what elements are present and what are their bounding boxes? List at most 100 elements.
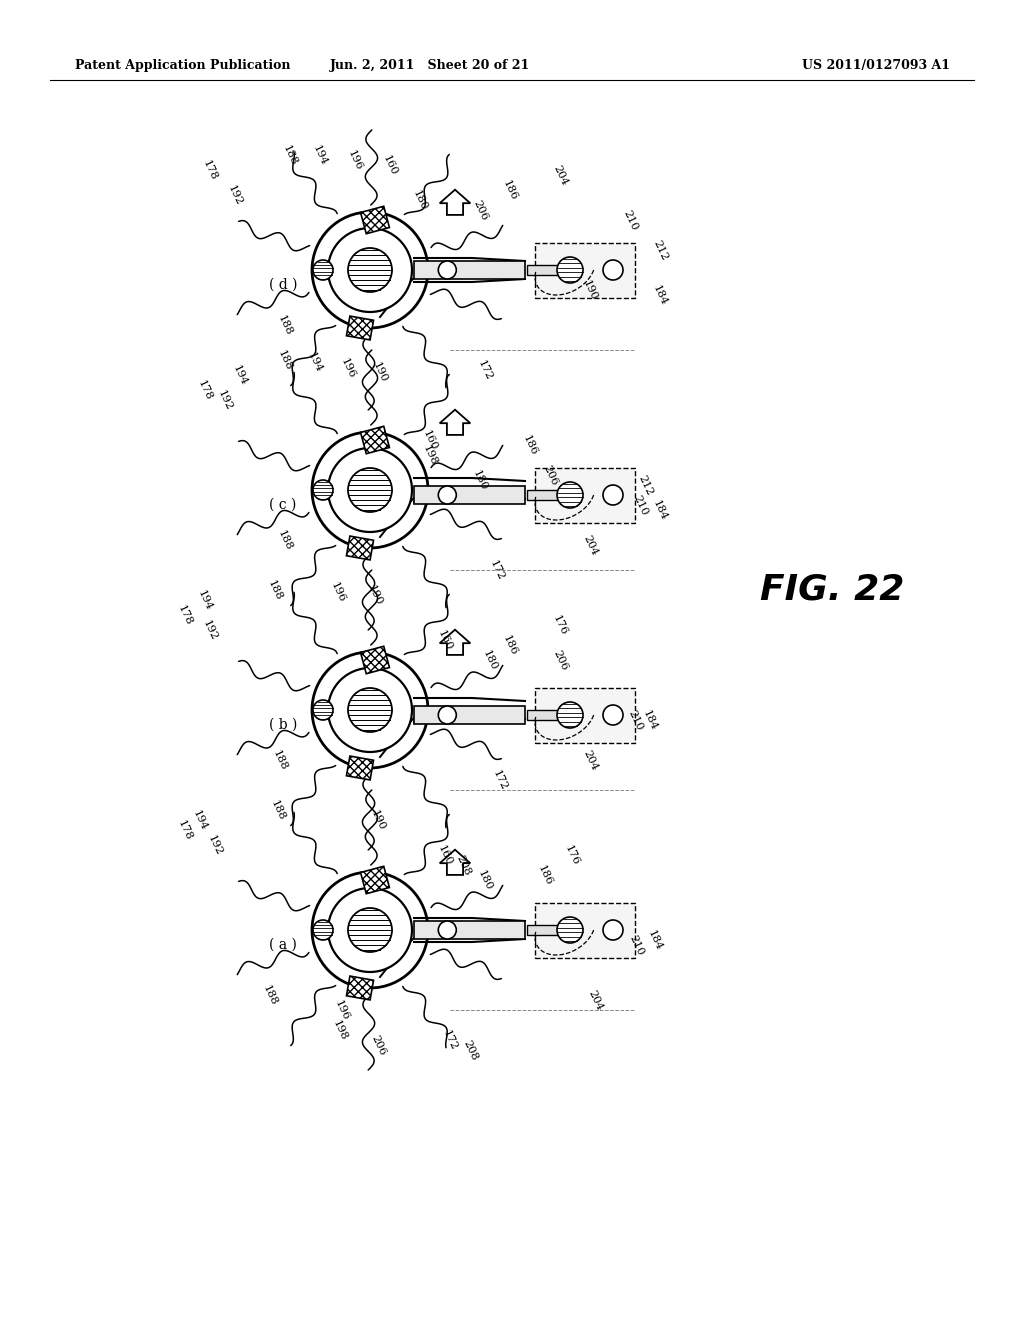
Text: 188: 188 bbox=[261, 983, 280, 1007]
Text: 196: 196 bbox=[339, 356, 357, 380]
Text: 196: 196 bbox=[329, 581, 347, 603]
Text: 210: 210 bbox=[631, 494, 649, 517]
Circle shape bbox=[603, 920, 623, 940]
Polygon shape bbox=[414, 261, 525, 279]
Circle shape bbox=[557, 257, 583, 282]
Text: 188: 188 bbox=[275, 528, 294, 552]
Text: 184: 184 bbox=[651, 284, 669, 306]
Text: 208: 208 bbox=[454, 853, 472, 876]
Text: Jun. 2, 2011   Sheet 20 of 21: Jun. 2, 2011 Sheet 20 of 21 bbox=[330, 58, 530, 71]
Text: 186: 186 bbox=[501, 178, 519, 202]
Text: 180: 180 bbox=[471, 469, 489, 492]
Text: 194: 194 bbox=[306, 350, 324, 374]
Text: 176: 176 bbox=[563, 843, 581, 867]
Text: 188: 188 bbox=[271, 748, 289, 772]
Text: 190: 190 bbox=[366, 583, 384, 607]
Text: 188: 188 bbox=[275, 313, 294, 337]
Text: 196: 196 bbox=[346, 148, 365, 172]
Circle shape bbox=[438, 486, 457, 504]
Text: 160: 160 bbox=[436, 843, 454, 867]
Circle shape bbox=[313, 260, 333, 280]
Text: 186: 186 bbox=[501, 634, 519, 657]
Text: 188: 188 bbox=[266, 578, 284, 602]
Circle shape bbox=[603, 260, 623, 280]
Text: 186: 186 bbox=[521, 433, 539, 457]
Polygon shape bbox=[346, 536, 374, 560]
Text: 210: 210 bbox=[627, 933, 645, 957]
Text: ( a ): ( a ) bbox=[269, 939, 297, 952]
Text: 160: 160 bbox=[381, 153, 399, 177]
Text: 192: 192 bbox=[216, 388, 234, 412]
Polygon shape bbox=[414, 486, 525, 504]
Text: 184: 184 bbox=[646, 928, 664, 952]
Text: 172: 172 bbox=[476, 358, 494, 381]
Circle shape bbox=[313, 480, 333, 500]
Circle shape bbox=[438, 261, 457, 279]
Circle shape bbox=[438, 706, 457, 723]
Text: 176: 176 bbox=[551, 614, 569, 636]
Polygon shape bbox=[360, 426, 389, 454]
Text: 194: 194 bbox=[190, 808, 209, 832]
Text: 178: 178 bbox=[196, 379, 214, 401]
Polygon shape bbox=[527, 710, 565, 719]
Circle shape bbox=[348, 248, 392, 292]
Polygon shape bbox=[360, 206, 389, 234]
Text: 208: 208 bbox=[461, 1039, 479, 1061]
Text: 206: 206 bbox=[471, 198, 489, 222]
Text: Patent Application Publication: Patent Application Publication bbox=[75, 58, 291, 71]
Text: 160: 160 bbox=[436, 628, 454, 652]
Circle shape bbox=[312, 432, 428, 548]
Bar bbox=[535, 903, 635, 957]
Text: 204: 204 bbox=[551, 164, 569, 187]
Text: 172: 172 bbox=[490, 768, 509, 792]
Circle shape bbox=[328, 668, 412, 752]
Polygon shape bbox=[414, 921, 525, 939]
Circle shape bbox=[348, 908, 392, 952]
Text: 204: 204 bbox=[581, 748, 599, 772]
Text: 194: 194 bbox=[231, 363, 249, 387]
Circle shape bbox=[313, 920, 333, 940]
Polygon shape bbox=[346, 756, 374, 780]
Circle shape bbox=[557, 702, 583, 729]
Text: US 2011/0127093 A1: US 2011/0127093 A1 bbox=[802, 58, 950, 71]
Text: 180: 180 bbox=[411, 189, 429, 211]
Bar bbox=[535, 688, 635, 742]
Circle shape bbox=[328, 228, 412, 312]
Text: 178: 178 bbox=[176, 818, 194, 842]
Circle shape bbox=[557, 482, 583, 508]
Circle shape bbox=[603, 484, 623, 506]
Text: 210: 210 bbox=[626, 709, 644, 731]
Text: 212: 212 bbox=[651, 238, 669, 261]
Text: 194: 194 bbox=[196, 589, 214, 611]
Polygon shape bbox=[360, 866, 389, 894]
Text: 198: 198 bbox=[421, 444, 439, 467]
Text: 206: 206 bbox=[551, 648, 569, 672]
Circle shape bbox=[557, 917, 583, 942]
Circle shape bbox=[328, 447, 412, 532]
Text: ( b ): ( b ) bbox=[269, 718, 297, 733]
Bar bbox=[535, 467, 635, 523]
Text: 184: 184 bbox=[651, 498, 669, 521]
Polygon shape bbox=[360, 647, 389, 673]
Text: 206: 206 bbox=[541, 463, 559, 487]
Text: 178: 178 bbox=[176, 603, 194, 627]
Text: 188: 188 bbox=[275, 348, 294, 372]
Text: ( c ): ( c ) bbox=[269, 498, 297, 512]
Polygon shape bbox=[346, 975, 374, 1001]
Text: 192: 192 bbox=[201, 618, 219, 642]
Polygon shape bbox=[527, 265, 565, 275]
Text: 180: 180 bbox=[476, 869, 494, 892]
Text: 190: 190 bbox=[581, 279, 599, 302]
Circle shape bbox=[312, 213, 428, 327]
Text: 204: 204 bbox=[586, 989, 604, 1012]
Text: 188: 188 bbox=[281, 143, 299, 166]
Text: FIG. 22: FIG. 22 bbox=[760, 573, 904, 607]
Text: 194: 194 bbox=[311, 143, 329, 166]
Circle shape bbox=[312, 873, 428, 987]
Text: 190: 190 bbox=[371, 360, 389, 384]
Polygon shape bbox=[414, 706, 525, 723]
Text: 190: 190 bbox=[369, 808, 387, 832]
Circle shape bbox=[348, 469, 392, 512]
Text: 172: 172 bbox=[441, 1028, 459, 1052]
Text: 180: 180 bbox=[481, 648, 499, 672]
